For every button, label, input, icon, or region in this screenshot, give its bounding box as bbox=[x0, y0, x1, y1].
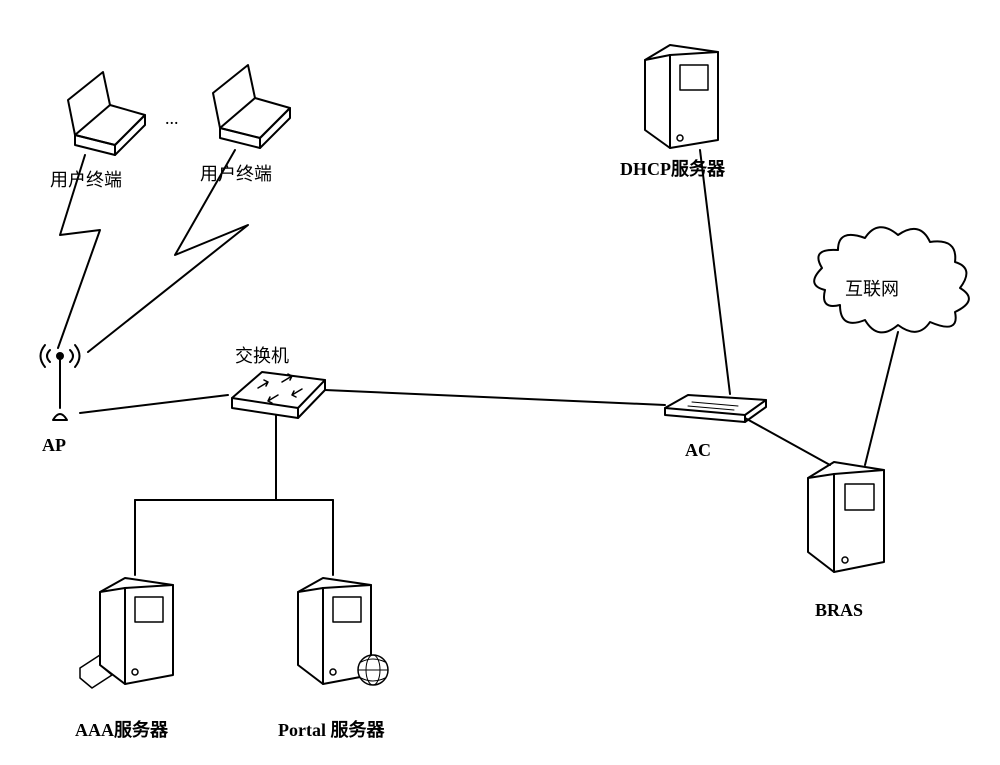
label-portal: Portal 服务器 bbox=[278, 716, 384, 742]
diagram-svg bbox=[0, 0, 1000, 765]
ap-icon bbox=[41, 345, 80, 420]
ac-icon bbox=[665, 395, 766, 422]
switch-icon bbox=[232, 372, 325, 418]
label-ac: AC bbox=[685, 440, 711, 461]
portal-server-icon bbox=[298, 578, 388, 685]
label-ap: AP bbox=[42, 435, 66, 456]
label-aaa: AAA服务器 bbox=[75, 716, 168, 742]
label-internet: 互联网 bbox=[845, 275, 899, 301]
label-user-terminal-1: 用户终端 bbox=[50, 166, 122, 192]
dhcp-server-icon bbox=[645, 45, 718, 148]
label-dhcp: DHCP服务器 bbox=[620, 155, 725, 181]
laptop-2 bbox=[213, 65, 290, 148]
label-switch: 交换机 bbox=[235, 342, 289, 368]
edges bbox=[80, 150, 898, 575]
label-bras: BRAS bbox=[815, 600, 863, 621]
bras-server-icon bbox=[808, 462, 884, 572]
laptop-1 bbox=[68, 72, 145, 155]
label-ellipsis: ... bbox=[165, 108, 179, 129]
aaa-server-icon bbox=[80, 578, 173, 688]
label-user-terminal-2: 用户终端 bbox=[200, 160, 272, 186]
